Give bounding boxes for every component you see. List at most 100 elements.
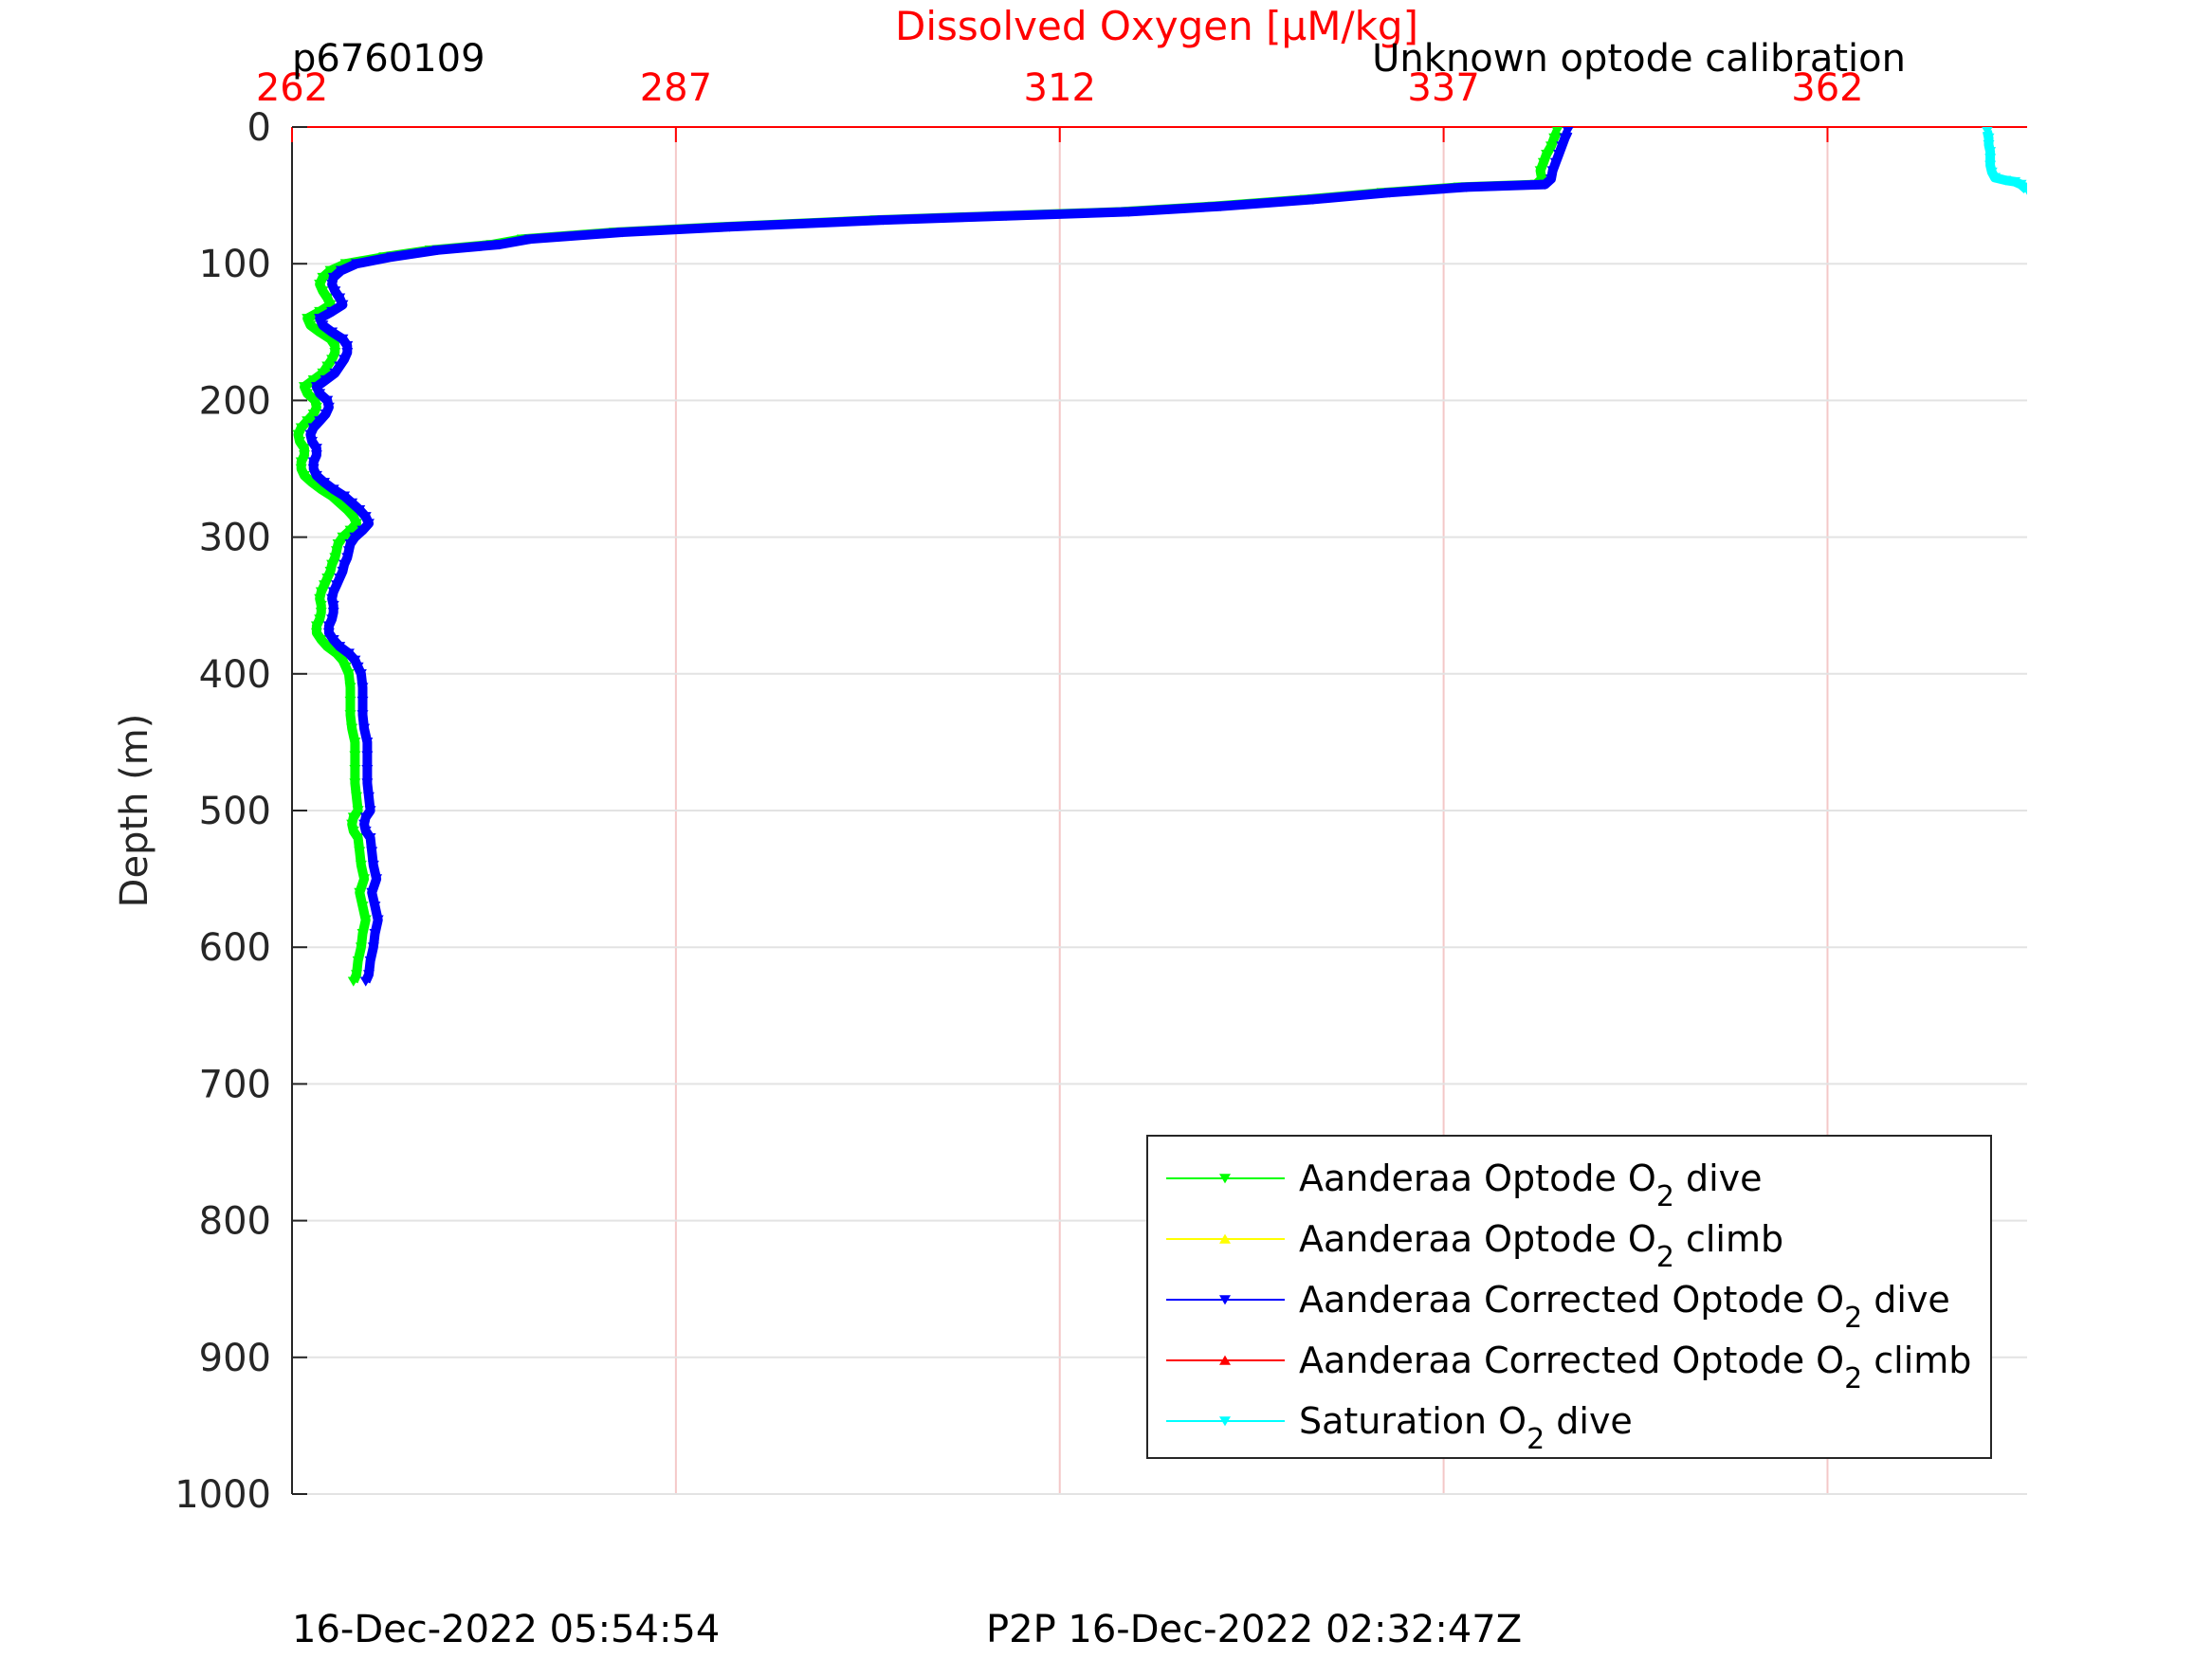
data-point <box>723 222 736 232</box>
data-point <box>298 444 310 454</box>
data-point <box>322 621 335 631</box>
legend-entry-label: Aanderaa Optode O2 dive <box>1299 1158 1763 1213</box>
data-point <box>334 574 346 584</box>
data-point <box>338 559 351 570</box>
data-point <box>361 764 374 775</box>
data-point <box>329 368 341 378</box>
y-tick-label: 0 <box>247 106 271 150</box>
data-point <box>369 928 381 939</box>
data-point <box>298 470 310 482</box>
y-tick-label: 900 <box>199 1337 271 1380</box>
data-point <box>1983 133 1995 143</box>
legend-swatch-marker <box>1219 1295 1231 1305</box>
data-point <box>307 410 320 420</box>
data-point <box>1545 141 1557 152</box>
data-point <box>344 710 356 720</box>
data-point <box>315 600 327 611</box>
data-point <box>314 280 326 290</box>
data-point <box>359 512 372 522</box>
data-point <box>327 608 339 618</box>
data-point <box>310 402 322 413</box>
data-point <box>1549 157 1562 168</box>
data-point <box>1563 127 1574 137</box>
data-point <box>294 436 306 447</box>
data-point <box>321 361 334 372</box>
y-tick-label: 700 <box>199 1063 271 1106</box>
y-tick-label: 300 <box>199 517 271 560</box>
data-point <box>320 410 332 420</box>
data-point <box>359 915 372 925</box>
data-point <box>310 628 322 638</box>
data-point <box>310 450 322 461</box>
data-point <box>356 696 369 707</box>
series-group <box>292 127 2027 987</box>
legend-swatch-marker <box>1219 1416 1231 1427</box>
data-point <box>307 457 320 467</box>
footer-right-timestamp: P2P 16-Dec-2022 02:32:47Z <box>986 1608 1522 1651</box>
data-point <box>335 265 347 276</box>
data-point <box>1984 154 1997 164</box>
data-point <box>359 976 372 987</box>
data-point <box>317 320 329 331</box>
data-point <box>337 532 349 542</box>
x-tick-label: 262 <box>256 66 328 110</box>
data-point <box>524 234 537 245</box>
data-point <box>1541 150 1553 160</box>
data-point <box>358 819 371 830</box>
x-tick-label: 287 <box>640 66 712 110</box>
data-point <box>326 614 338 625</box>
data-point <box>326 306 338 318</box>
data-point <box>327 600 339 611</box>
data-point <box>349 738 361 748</box>
data-point <box>361 778 374 789</box>
data-point <box>349 655 361 665</box>
data-point <box>317 272 329 283</box>
series-4 <box>1982 127 2027 195</box>
data-point <box>327 484 339 495</box>
data-point <box>347 812 359 823</box>
data-point <box>1982 127 1993 137</box>
data-point <box>337 300 349 310</box>
data-point <box>321 293 334 303</box>
data-point <box>315 634 327 646</box>
data-point <box>1548 133 1561 143</box>
tick-labels: 262 287 312 337 362 0 100 200 300 400 500 600 700 800… <box>174 66 1863 1517</box>
data-point <box>298 450 310 461</box>
data-point <box>337 566 349 577</box>
data-point <box>356 683 369 693</box>
data-point <box>1983 139 1995 151</box>
data-point <box>307 464 320 474</box>
data-point <box>344 683 356 693</box>
data-point <box>1534 166 1546 176</box>
data-point <box>1984 147 1997 157</box>
data-point <box>346 819 358 830</box>
data-point <box>310 444 322 454</box>
data-point <box>344 696 356 707</box>
data-point <box>314 593 326 604</box>
data-point <box>329 286 341 297</box>
data-point <box>493 240 505 250</box>
data-point <box>307 374 320 386</box>
data-point <box>355 669 367 680</box>
legend-box <box>1146 1135 1992 1459</box>
data-point <box>341 553 354 563</box>
data-point <box>329 340 341 352</box>
data-point <box>314 416 326 427</box>
data-point <box>355 942 367 953</box>
data-point <box>302 416 314 427</box>
axes <box>291 126 2027 1495</box>
data-point <box>327 587 339 597</box>
data-point <box>295 423 307 433</box>
data-point <box>321 395 334 406</box>
data-point <box>327 272 339 283</box>
y-tick-label: 800 <box>199 1200 271 1244</box>
data-point <box>342 648 355 659</box>
data-point <box>359 826 372 837</box>
data-point <box>1537 157 1549 168</box>
data-point <box>319 478 331 488</box>
data-point <box>337 334 349 344</box>
data-point <box>306 436 319 447</box>
legend-swatch-marker <box>1219 1233 1231 1244</box>
data-point <box>362 519 375 529</box>
